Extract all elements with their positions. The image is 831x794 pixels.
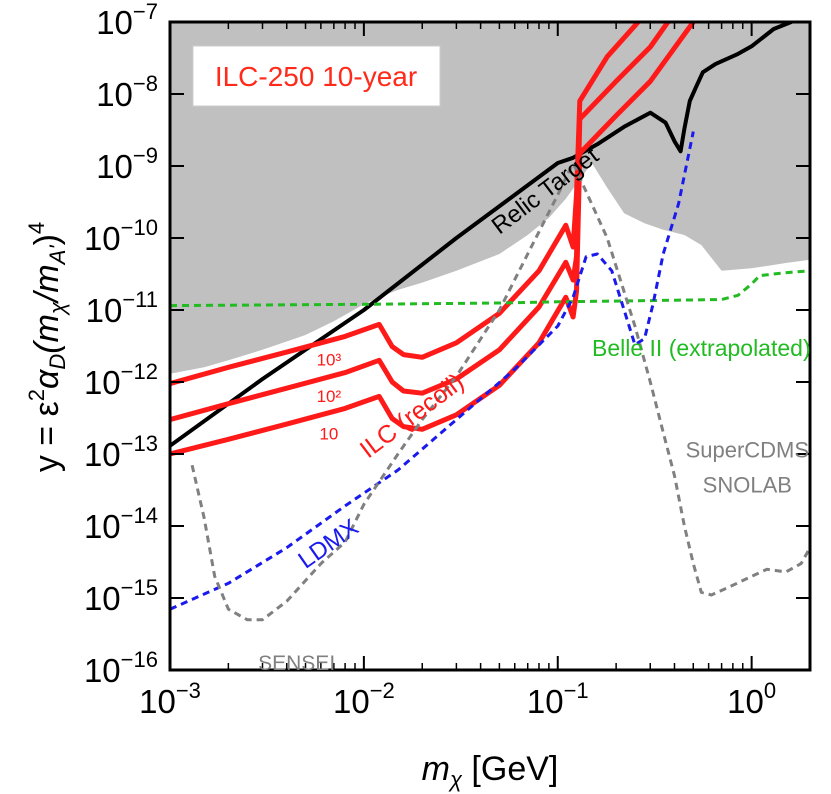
plot-frame <box>168 20 812 672</box>
y-tick-label-base: 10 <box>84 580 121 617</box>
curve-label-10: 10 <box>319 424 338 443</box>
x-tick-label: 10−2 <box>333 678 395 720</box>
y-tick-label: 10−11 <box>86 287 158 329</box>
y-tick-label-exp: −16 <box>121 647 158 672</box>
chart-title: ILC-250 10-year <box>215 61 417 92</box>
y-tick-label-exp: −14 <box>121 503 158 528</box>
x-tick-label-exp: 0 <box>764 678 776 703</box>
series-ilc-recoil-10 <box>170 22 671 423</box>
y-tick-label-base: 10 <box>84 436 121 473</box>
y-tick-label: 10−12 <box>84 359 158 401</box>
x-tick-label-base: 10 <box>139 683 176 720</box>
title-box: ILC-250 10-year <box>192 45 441 107</box>
sensei-label: SENSEI <box>258 652 335 675</box>
series-layer <box>170 22 810 622</box>
curve-label-1e3: 10³ <box>317 350 342 369</box>
plot-area <box>170 22 810 622</box>
x-tick-label: 100 <box>727 678 776 720</box>
y-axis-label-close: ) <box>28 234 66 245</box>
x-axis-label-unit: [GeV] <box>462 750 558 788</box>
y-tick-label: 10−16 <box>84 647 158 689</box>
y-tick-label-exp: −13 <box>121 431 158 456</box>
y-tick-label: 10−14 <box>84 503 158 545</box>
y-axis-label-sq: 2 <box>24 389 49 401</box>
x-tick-label-base: 10 <box>727 683 764 720</box>
title-box-frame <box>192 45 441 107</box>
y-tick-label-base: 10 <box>86 292 123 329</box>
series-relic-target <box>170 22 794 448</box>
x-tick-label-exp: −2 <box>370 678 395 703</box>
y-tick-label-base: 10 <box>84 508 121 545</box>
x-axis-label: mχ [GeV] <box>422 750 559 792</box>
x-tick-label-base: 10 <box>333 683 370 720</box>
x-tick-label-exp: −3 <box>176 678 201 703</box>
excluded-region <box>170 22 810 374</box>
y-tick-label-exp: −10 <box>121 215 158 240</box>
y-tick-label-exp: −8 <box>133 71 158 96</box>
y-tick-label: 10−13 <box>84 431 158 473</box>
y-tick-label-base: 10 <box>96 148 133 185</box>
y-tick-label: 10−15 <box>84 575 158 617</box>
x-tick-label-exp: −1 <box>564 678 589 703</box>
y-tick-label-exp: −11 <box>122 287 158 312</box>
y-axis-label-prefix: y = ε <box>28 401 66 472</box>
series-ilc-recoil-10 <box>170 22 641 387</box>
y-tick-label-exp: −7 <box>133 0 158 24</box>
y-tick-label-base: 10 <box>96 76 133 113</box>
y-tick-label: 10−8 <box>96 71 158 113</box>
y-tick-label-base: 10 <box>84 364 121 401</box>
curve-label-1e2: 10² <box>317 387 342 406</box>
y-tick-label: 10−7 <box>96 0 158 41</box>
y-axis-label-slash: /m <box>28 264 66 304</box>
snolab-label: SNOLAB <box>703 473 792 498</box>
supercdms-label: SuperCDMS <box>686 437 809 462</box>
y-axis-label: y = ε2αD(mχ/mA')4 <box>24 222 70 472</box>
y-axis-label-chi: χ <box>45 301 70 316</box>
belle-label: Belle II (extrapolated) <box>592 335 811 361</box>
y-tick-label: 10−10 <box>84 215 158 257</box>
series-belle-ii-extrapolated <box>170 269 810 308</box>
x-tick-label: 10−3 <box>139 678 201 720</box>
y-axis-label-open: (m <box>28 314 66 354</box>
y-tick-label: 10−9 <box>96 143 158 185</box>
y-tick-label-exp: −9 <box>133 143 158 168</box>
series-sensei-supercdms-snolab <box>190 161 810 622</box>
y-tick-label-base: 10 <box>84 220 121 257</box>
y-tick-label-base: 10 <box>96 4 133 41</box>
y-tick-label-base: 10 <box>84 652 121 689</box>
ticks-layer: 10−3 10−2 10−1 10010−710−810−910−1010−1110−… <box>84 0 811 720</box>
x-axis-label-m: m <box>422 750 450 788</box>
x-tick-label-base: 10 <box>527 683 564 720</box>
y-tick-label-exp: −12 <box>121 359 158 384</box>
y-axis-label-pow: 4 <box>24 222 49 234</box>
x-axis-label-chi: χ <box>448 767 463 792</box>
y-axis-label-alpha: α <box>28 368 66 389</box>
y-axis-label-aprime: A' <box>45 245 70 267</box>
series-ldmx <box>170 131 695 611</box>
y-axis-label-alpha-sub: D <box>45 354 70 370</box>
y-tick-label-exp: −15 <box>121 575 158 600</box>
x-tick-label: 10−1 <box>527 678 589 720</box>
